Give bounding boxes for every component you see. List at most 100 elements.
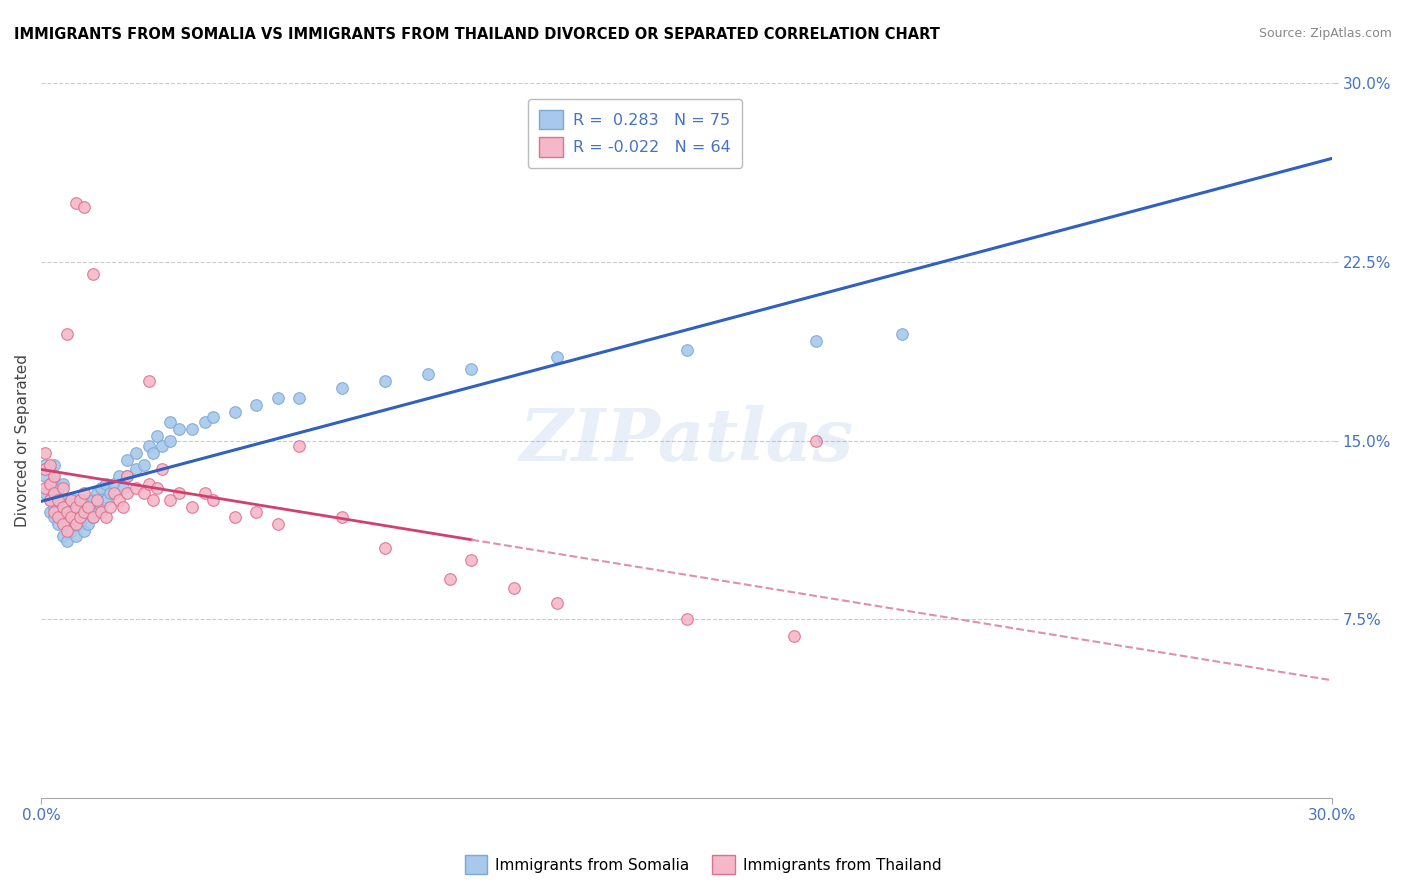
Point — [52, 493, 75, 508]
Legend: Immigrants from Somalia, Immigrants from Thailand: Immigrants from Somalia, Immigrants from… — [458, 849, 948, 880]
Point — [288, 438, 311, 452]
Point — [82, 510, 104, 524]
Point — [134, 458, 156, 472]
Point — [38, 493, 60, 508]
Point — [224, 405, 246, 419]
Point — [65, 493, 87, 508]
Point — [103, 476, 125, 491]
Point — [288, 391, 311, 405]
Point — [890, 326, 912, 341]
Point — [224, 510, 246, 524]
Point — [69, 500, 91, 515]
Point — [46, 493, 69, 508]
Legend: R =  0.283   N = 75, R = -0.022   N = 64: R = 0.283 N = 75, R = -0.022 N = 64 — [529, 99, 742, 168]
Text: Source: ZipAtlas.com: Source: ZipAtlas.com — [1258, 27, 1392, 40]
Point — [52, 476, 75, 491]
Point — [42, 486, 65, 500]
Point — [167, 486, 190, 500]
Point — [38, 476, 60, 491]
Point — [42, 510, 65, 524]
Point — [52, 500, 75, 515]
Point — [90, 500, 112, 515]
Point — [115, 469, 138, 483]
Point — [804, 434, 827, 448]
Point — [159, 493, 181, 508]
Point — [46, 493, 69, 508]
Point — [34, 458, 56, 472]
Point — [90, 482, 112, 496]
Point — [82, 493, 104, 508]
Text: IMMIGRANTS FROM SOMALIA VS IMMIGRANTS FROM THAILAND DIVORCED OR SEPARATED CORREL: IMMIGRANTS FROM SOMALIA VS IMMIGRANTS FR… — [14, 27, 941, 42]
Point — [38, 493, 60, 508]
Point — [52, 517, 75, 532]
Point — [65, 529, 87, 543]
Point — [150, 438, 173, 452]
Point — [783, 629, 806, 643]
Point — [111, 500, 134, 515]
Point — [138, 476, 160, 491]
Point — [107, 469, 129, 483]
Point — [56, 524, 79, 539]
Point — [202, 493, 225, 508]
Point — [65, 195, 87, 210]
Point — [82, 267, 104, 281]
Point — [42, 475, 65, 489]
Point — [52, 482, 75, 496]
Point — [42, 469, 65, 483]
Point — [94, 493, 117, 508]
Point — [46, 517, 69, 532]
Point — [460, 553, 482, 567]
Point — [56, 533, 79, 548]
Text: ZIPatlas: ZIPatlas — [520, 405, 853, 476]
Point — [142, 445, 165, 459]
Point — [34, 486, 56, 500]
Point — [125, 445, 148, 459]
Point — [330, 510, 353, 524]
Point — [73, 493, 96, 508]
Point — [56, 500, 79, 515]
Point — [374, 374, 396, 388]
Point — [150, 462, 173, 476]
Point — [142, 493, 165, 508]
Point — [374, 541, 396, 555]
Point — [418, 367, 440, 381]
Point — [159, 415, 181, 429]
Point — [146, 429, 169, 443]
Point — [60, 510, 83, 524]
Point — [503, 582, 526, 596]
Point — [56, 505, 79, 519]
Point — [46, 505, 69, 519]
Point — [34, 482, 56, 496]
Point — [134, 486, 156, 500]
Point — [115, 452, 138, 467]
Point — [77, 500, 100, 515]
Point — [125, 462, 148, 476]
Point — [34, 462, 56, 476]
Point — [804, 334, 827, 348]
Point — [675, 343, 697, 358]
Point — [167, 422, 190, 436]
Point — [73, 505, 96, 519]
Point — [107, 493, 129, 508]
Point — [65, 510, 87, 524]
Point — [86, 493, 108, 508]
Point — [77, 500, 100, 515]
Point — [138, 374, 160, 388]
Point — [138, 438, 160, 452]
Point — [38, 462, 60, 476]
Point — [245, 505, 267, 519]
Point — [675, 612, 697, 626]
Point — [73, 524, 96, 539]
Point — [82, 510, 104, 524]
Y-axis label: Divorced or Separated: Divorced or Separated — [15, 354, 30, 527]
Point — [115, 486, 138, 500]
Point — [65, 500, 87, 515]
Point — [73, 200, 96, 214]
Point — [77, 517, 100, 532]
Point — [98, 500, 121, 515]
Point — [34, 469, 56, 483]
Point — [60, 524, 83, 539]
Point — [73, 486, 96, 500]
Point — [86, 486, 108, 500]
Point — [547, 596, 569, 610]
